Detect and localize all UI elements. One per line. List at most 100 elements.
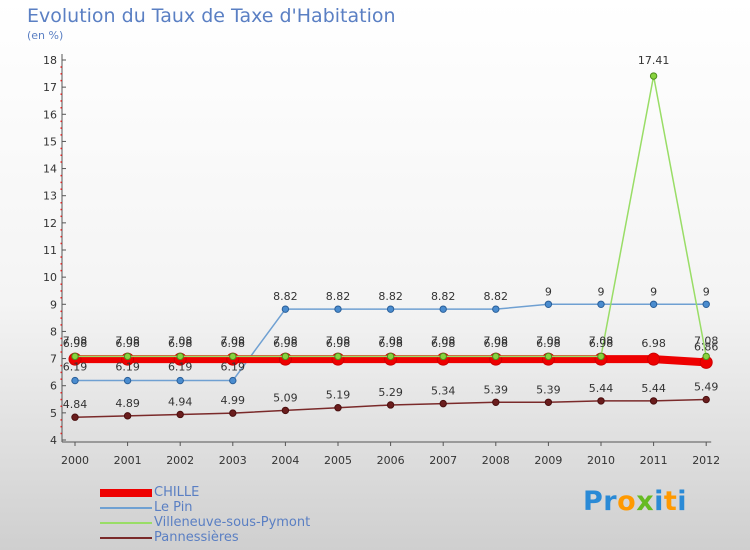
- data-label-pannessieres: 5.39: [484, 383, 509, 396]
- data-label-le-pin: 9: [545, 285, 552, 298]
- data-label-le-pin: 8.82: [273, 290, 298, 303]
- data-label-villeneuve: 7.08: [221, 334, 246, 347]
- y-minor-tick: [60, 263, 62, 265]
- data-point-le-pin: [492, 305, 500, 313]
- data-label-villeneuve: 7.08: [536, 334, 561, 347]
- y-tick-label: 10: [43, 271, 57, 284]
- data-label-villeneuve: 7.08: [589, 334, 614, 347]
- x-tick-label: 2001: [114, 454, 142, 467]
- data-point-pannessieres: [386, 401, 395, 409]
- data-point-pannessieres: [649, 397, 658, 405]
- y-minor-tick: [60, 174, 62, 177]
- data-label-chille: 6.98: [641, 337, 666, 350]
- x-tick-label: 2011: [640, 454, 668, 467]
- y-tick-label: 8: [50, 325, 57, 338]
- data-label-chille: 6.98: [273, 337, 298, 350]
- y-minor-tick: [60, 235, 62, 238]
- data-label-le-pin: 8.82: [378, 290, 403, 303]
- y-minor-tick: [60, 134, 62, 136]
- y-tick-label: 4: [50, 434, 57, 447]
- data-label-le-pin: 6.19: [115, 361, 140, 374]
- logo-letter: i: [677, 486, 688, 517]
- y-minor-tick: [60, 290, 62, 292]
- data-label-villeneuve: 7.08: [484, 334, 509, 347]
- data-point-villeneuve: [334, 352, 342, 361]
- y-minor-tick: [60, 310, 62, 313]
- data-label-pannessieres: 5.09: [273, 391, 298, 404]
- data-label-pannessieres: 4.94: [168, 395, 193, 408]
- data-point-le-pin: [123, 376, 132, 385]
- y-minor-tick: [60, 120, 62, 123]
- y-tick-label: 13: [43, 190, 57, 203]
- data-label-chille: 6.98: [484, 337, 509, 350]
- data-label-pannessieres: 5.39: [536, 383, 561, 396]
- data-label-le-pin: 6.19: [63, 361, 88, 374]
- data-label-le-pin: 9: [598, 285, 605, 298]
- data-point-pannessieres: [229, 409, 237, 417]
- data-label-pannessieres: 4.89: [115, 397, 140, 410]
- data-point-le-pin: [176, 376, 184, 385]
- data-point-pannessieres: [123, 412, 132, 420]
- chart-subtitle: (en %): [27, 29, 64, 42]
- y-minor-tick: [60, 100, 62, 102]
- data-point-villeneuve: [229, 352, 237, 361]
- y-minor-tick: [60, 107, 62, 109]
- legend-swatch-le-pin: [100, 506, 152, 509]
- y-minor-tick: [60, 256, 62, 258]
- data-point-villeneuve: [71, 352, 79, 361]
- x-tick-label: 2005: [324, 454, 352, 467]
- y-minor-tick: [60, 208, 62, 211]
- y-minor-tick: [60, 229, 62, 231]
- legend-swatch-chille: [100, 488, 152, 497]
- data-label-le-pin: 6.19: [221, 361, 246, 374]
- data-point-villeneuve: [544, 352, 553, 361]
- x-tick-label: 2004: [271, 454, 299, 467]
- logo-letter: i: [654, 486, 664, 517]
- y-minor-tick: [60, 202, 62, 204]
- data-point-villeneuve: [386, 352, 395, 361]
- data-label-le-pin: 9: [703, 285, 710, 298]
- data-label-pannessieres: 5.29: [378, 386, 403, 399]
- y-tick-label: 7: [50, 353, 57, 366]
- y-minor-tick: [60, 324, 62, 326]
- logo-letter: t: [663, 486, 678, 517]
- data-label-pannessieres: 5.34: [431, 385, 456, 398]
- y-tick-label: 16: [43, 108, 57, 121]
- x-tick-label: 2006: [377, 454, 405, 467]
- data-point-le-pin: [71, 376, 79, 385]
- data-point-pannessieres: [71, 413, 79, 421]
- series-line-villeneuve: [74, 75, 707, 358]
- legend-label-le-pin: Le Pin: [154, 500, 193, 515]
- y-minor-tick: [60, 344, 62, 346]
- data-point-le-pin: [544, 300, 553, 308]
- y-minor-tick: [60, 79, 62, 82]
- y-minor-tick: [60, 93, 62, 95]
- y-minor-tick: [60, 147, 62, 150]
- data-label-le-pin: 8.82: [326, 290, 351, 303]
- logo-letter: P: [583, 486, 604, 517]
- x-tick-label: 2003: [219, 454, 247, 467]
- data-label-chille: 6.98: [431, 337, 456, 350]
- y-minor-tick: [60, 337, 62, 340]
- data-label-pannessieres: 4.84: [63, 398, 88, 411]
- legend-label-pannessieres: Pannessières: [154, 530, 239, 545]
- y-minor-tick: [60, 398, 62, 401]
- x-tick-label: 2002: [166, 454, 194, 467]
- data-label-le-pin: 9: [650, 285, 657, 298]
- data-label-villeneuve: 17.41: [638, 54, 670, 67]
- data-point-villeneuve: [439, 352, 447, 361]
- y-tick-label: 15: [43, 135, 57, 148]
- legend-swatch-pannessieres: [100, 536, 152, 539]
- data-point-villeneuve: [649, 72, 658, 80]
- data-label-le-pin: 8.82: [431, 290, 456, 303]
- y-minor-tick: [60, 419, 62, 421]
- y-minor-tick: [60, 317, 62, 319]
- y-minor-tick: [60, 127, 62, 129]
- x-tick-label: 2012: [692, 454, 720, 467]
- data-label-villeneuve: 7.08: [273, 334, 298, 347]
- data-point-villeneuve: [492, 352, 500, 361]
- y-minor-tick: [60, 425, 62, 428]
- x-tick-label: 2000: [61, 454, 89, 467]
- data-label-chille: 6.98: [378, 337, 403, 350]
